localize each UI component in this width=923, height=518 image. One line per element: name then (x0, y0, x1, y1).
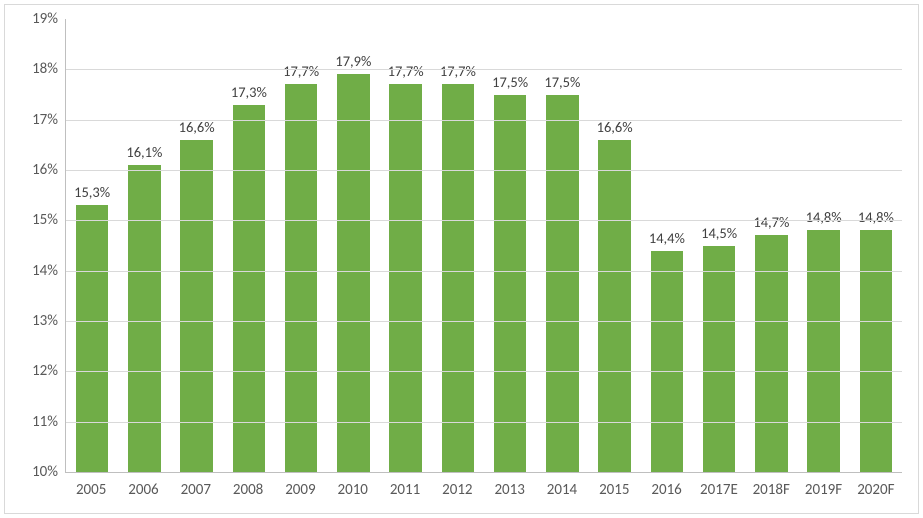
bar-slot: 14,8% (850, 19, 902, 472)
bar-value-label: 14,7% (753, 213, 789, 231)
bar-value-label: 17,7% (283, 62, 319, 80)
bar (285, 84, 317, 472)
bar-slot: 16,6% (171, 19, 223, 472)
x-tick-label: 2010 (327, 481, 379, 499)
gridline (66, 422, 902, 423)
bar-slot: 17,7% (380, 19, 432, 472)
x-tick-label: 2011 (379, 481, 431, 499)
y-tick-label: 19% (32, 10, 66, 28)
y-tick-label: 13% (32, 312, 66, 330)
y-tick-label: 14% (32, 262, 66, 280)
bar (807, 230, 839, 472)
bar-slot: 16,1% (118, 19, 170, 472)
x-tick-label: 2008 (222, 481, 274, 499)
gridline (66, 69, 902, 70)
bar (860, 230, 892, 472)
y-tick-label: 15% (32, 211, 66, 229)
x-tick-label: 2006 (117, 481, 169, 499)
y-tick-label: 17% (32, 111, 66, 129)
bar-slot: 17,7% (432, 19, 484, 472)
gridline (66, 271, 902, 272)
bar-value-label: 17,5% (544, 73, 580, 91)
bars-container: 15,3% 16,1% 16,6% 17,3% 17,7% 17,9% 17,7% 17,7%… (66, 19, 902, 472)
bar (233, 105, 265, 472)
bar (546, 95, 578, 473)
gridline (66, 220, 902, 221)
x-tick-label: 2009 (274, 481, 326, 499)
bar-slot: 14,5% (693, 19, 745, 472)
x-tick-label: 2018F (745, 481, 797, 499)
bar-value-label: 15,3% (74, 183, 110, 201)
bar-value-label: 14,5% (701, 224, 737, 242)
bar-slot: 17,7% (275, 19, 327, 472)
bar (337, 74, 369, 472)
bar-value-label: 14,8% (806, 208, 842, 226)
bar-slot: 14,8% (798, 19, 850, 472)
x-tick-label: 2013 (484, 481, 536, 499)
y-tick-label: 11% (32, 413, 66, 431)
bar-value-label: 16,1% (126, 143, 162, 161)
bar (76, 205, 108, 472)
x-tick-label: 2015 (588, 481, 640, 499)
x-tick-label: 2014 (536, 481, 588, 499)
bar-slot: 17,3% (223, 19, 275, 472)
gridline (66, 170, 902, 171)
bar-slot: 15,3% (66, 19, 118, 472)
bar (651, 251, 683, 472)
bar-value-label: 14,8% (858, 208, 894, 226)
bar-value-label: 17,7% (440, 62, 476, 80)
x-tick-label: 2016 (640, 481, 692, 499)
plot-area: 15,3% 16,1% 16,6% 17,3% 17,7% 17,9% 17,7% 17,7%… (65, 19, 902, 473)
x-tick-label: 2020F (850, 481, 902, 499)
x-tick-label: 2007 (170, 481, 222, 499)
gridline (66, 371, 902, 372)
x-tick-label: 2005 (65, 481, 117, 499)
bar-slot: 17,9% (327, 19, 379, 472)
bar-value-label: 14,4% (649, 229, 685, 247)
x-tick-label: 2017E (693, 481, 745, 499)
bar-value-label: 17,7% (388, 62, 424, 80)
x-tick-label: 2019F (797, 481, 849, 499)
bar-slot: 16,6% (589, 19, 641, 472)
x-axis-labels: 2005200620072008200920102011201220132014… (65, 481, 902, 499)
bar-slot: 17,5% (536, 19, 588, 472)
bar-value-label: 17,5% (492, 73, 528, 91)
bar-value-label: 17,3% (231, 83, 267, 101)
y-tick-label: 12% (32, 362, 66, 380)
bar (703, 246, 735, 473)
bar-slot: 14,7% (745, 19, 797, 472)
y-tick-label: 10% (32, 463, 66, 481)
bar (442, 84, 474, 472)
gridline (66, 321, 902, 322)
x-tick-label: 2012 (431, 481, 483, 499)
y-tick-label: 16% (32, 161, 66, 179)
bar (128, 165, 160, 472)
y-tick-label: 18% (32, 60, 66, 78)
bar-slot: 14,4% (641, 19, 693, 472)
bar-value-label: 17,9% (335, 52, 371, 70)
gridline (66, 120, 902, 121)
bar-slot: 17,5% (484, 19, 536, 472)
chart-frame: 15,3% 16,1% 16,6% 17,3% 17,7% 17,9% 17,7% 17,7%… (4, 4, 919, 514)
bar (389, 84, 421, 472)
bar (494, 95, 526, 473)
